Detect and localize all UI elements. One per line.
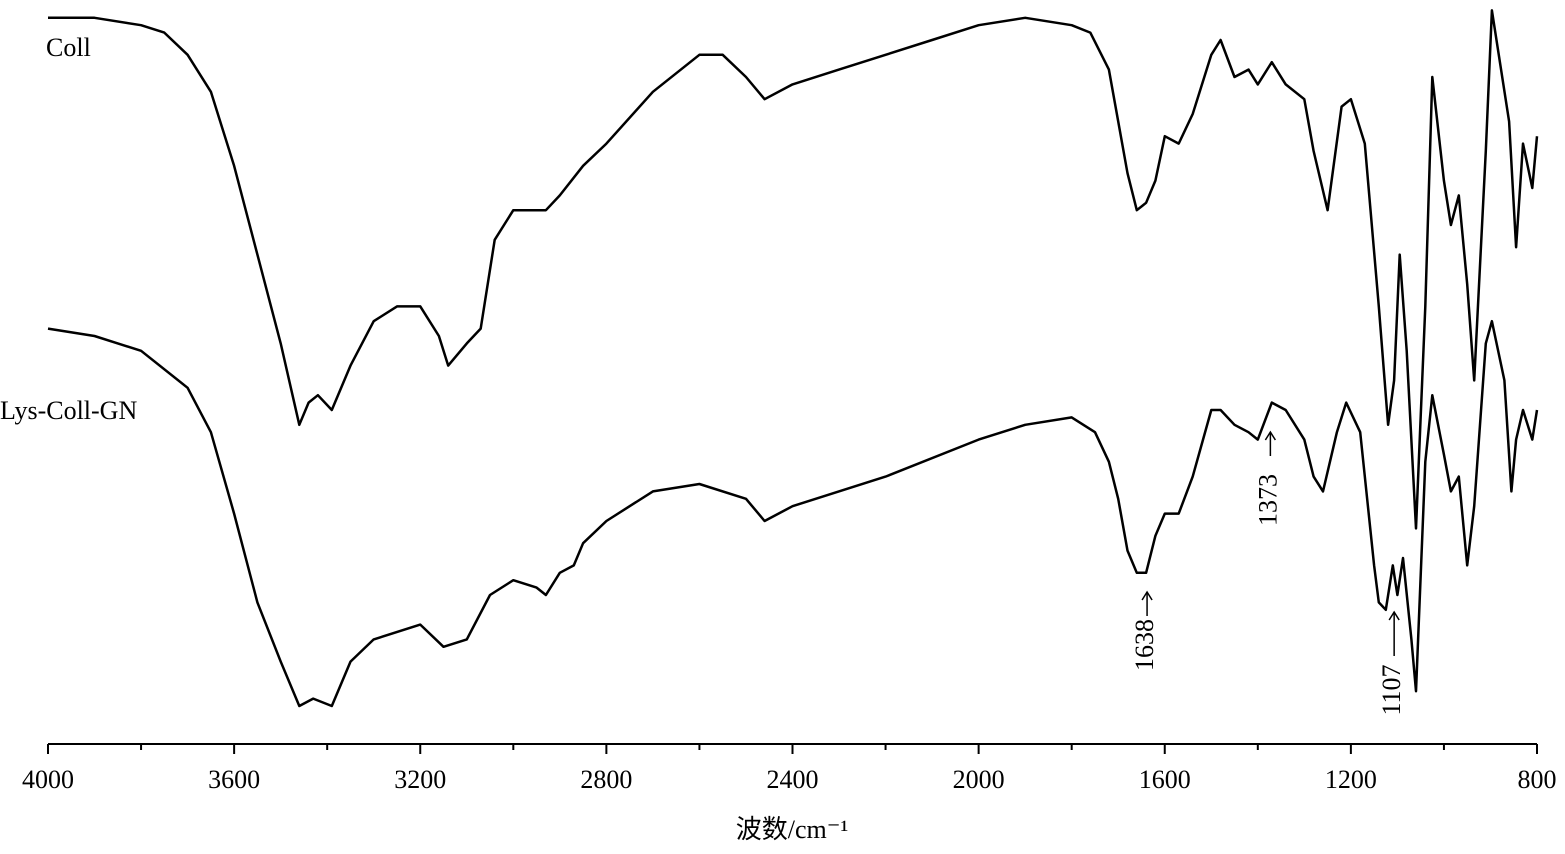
x-tick-label: 3200: [394, 765, 446, 794]
x-tick-label: 3600: [208, 765, 260, 794]
x-tick-label: 4000: [22, 765, 74, 794]
annotation: 1638: [1130, 619, 1159, 671]
x-tick-label: 800: [1518, 765, 1557, 794]
x-tick-label: 2400: [767, 765, 819, 794]
series-label: Coll: [46, 33, 91, 62]
x-tick-label: 1600: [1139, 765, 1191, 794]
annotation: 1107: [1377, 664, 1406, 715]
annotation-arrowhead: [1264, 430, 1277, 441]
annotation-arrowhead: [1141, 590, 1153, 601]
series-label: Lys-Coll-GN: [0, 396, 137, 425]
x-tick-label: 1200: [1325, 765, 1377, 794]
x-tick-label: 2800: [580, 765, 632, 794]
annotation-arrowhead: [1388, 610, 1400, 621]
annotation: 1373: [1253, 474, 1282, 526]
spectrum-line: [48, 9, 1539, 530]
x-tick-label: 2000: [953, 765, 1005, 794]
spectrum-line: [47, 319, 1539, 708]
x-axis-label: 波数/cm⁻¹: [736, 815, 849, 844]
